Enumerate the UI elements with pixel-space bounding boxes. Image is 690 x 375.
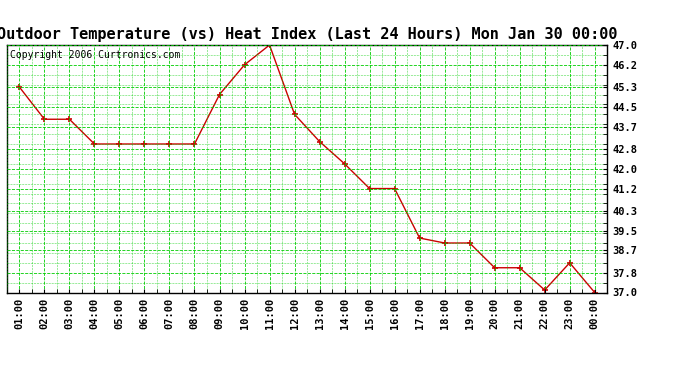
Text: Copyright 2006 Curtronics.com: Copyright 2006 Curtronics.com — [10, 50, 180, 60]
Title: Outdoor Temperature (vs) Heat Index (Last 24 Hours) Mon Jan 30 00:00: Outdoor Temperature (vs) Heat Index (Las… — [0, 27, 618, 42]
